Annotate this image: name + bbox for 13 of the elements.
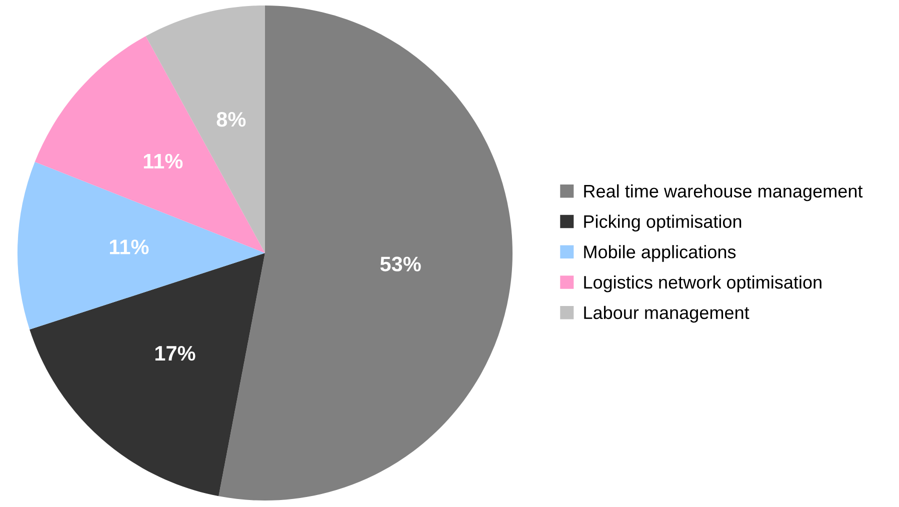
data-label: 11% <box>144 154 183 169</box>
pie-slice <box>34 36 265 253</box>
data-label: 8% <box>216 112 246 127</box>
data-label: 17% <box>155 346 196 361</box>
data-label: 53% <box>380 256 421 272</box>
legend-label: Labour management <box>584 306 750 323</box>
legend-label: Real time warehouse management <box>584 184 863 202</box>
legend-label: Mobile applications <box>584 245 736 262</box>
data-label: 11% <box>110 240 149 254</box>
pie-slice <box>218 5 513 500</box>
pie-slice <box>30 253 265 496</box>
legend-label: Picking optimisation <box>584 214 742 232</box>
legend-label: Logistics network optimisation <box>584 275 822 292</box>
